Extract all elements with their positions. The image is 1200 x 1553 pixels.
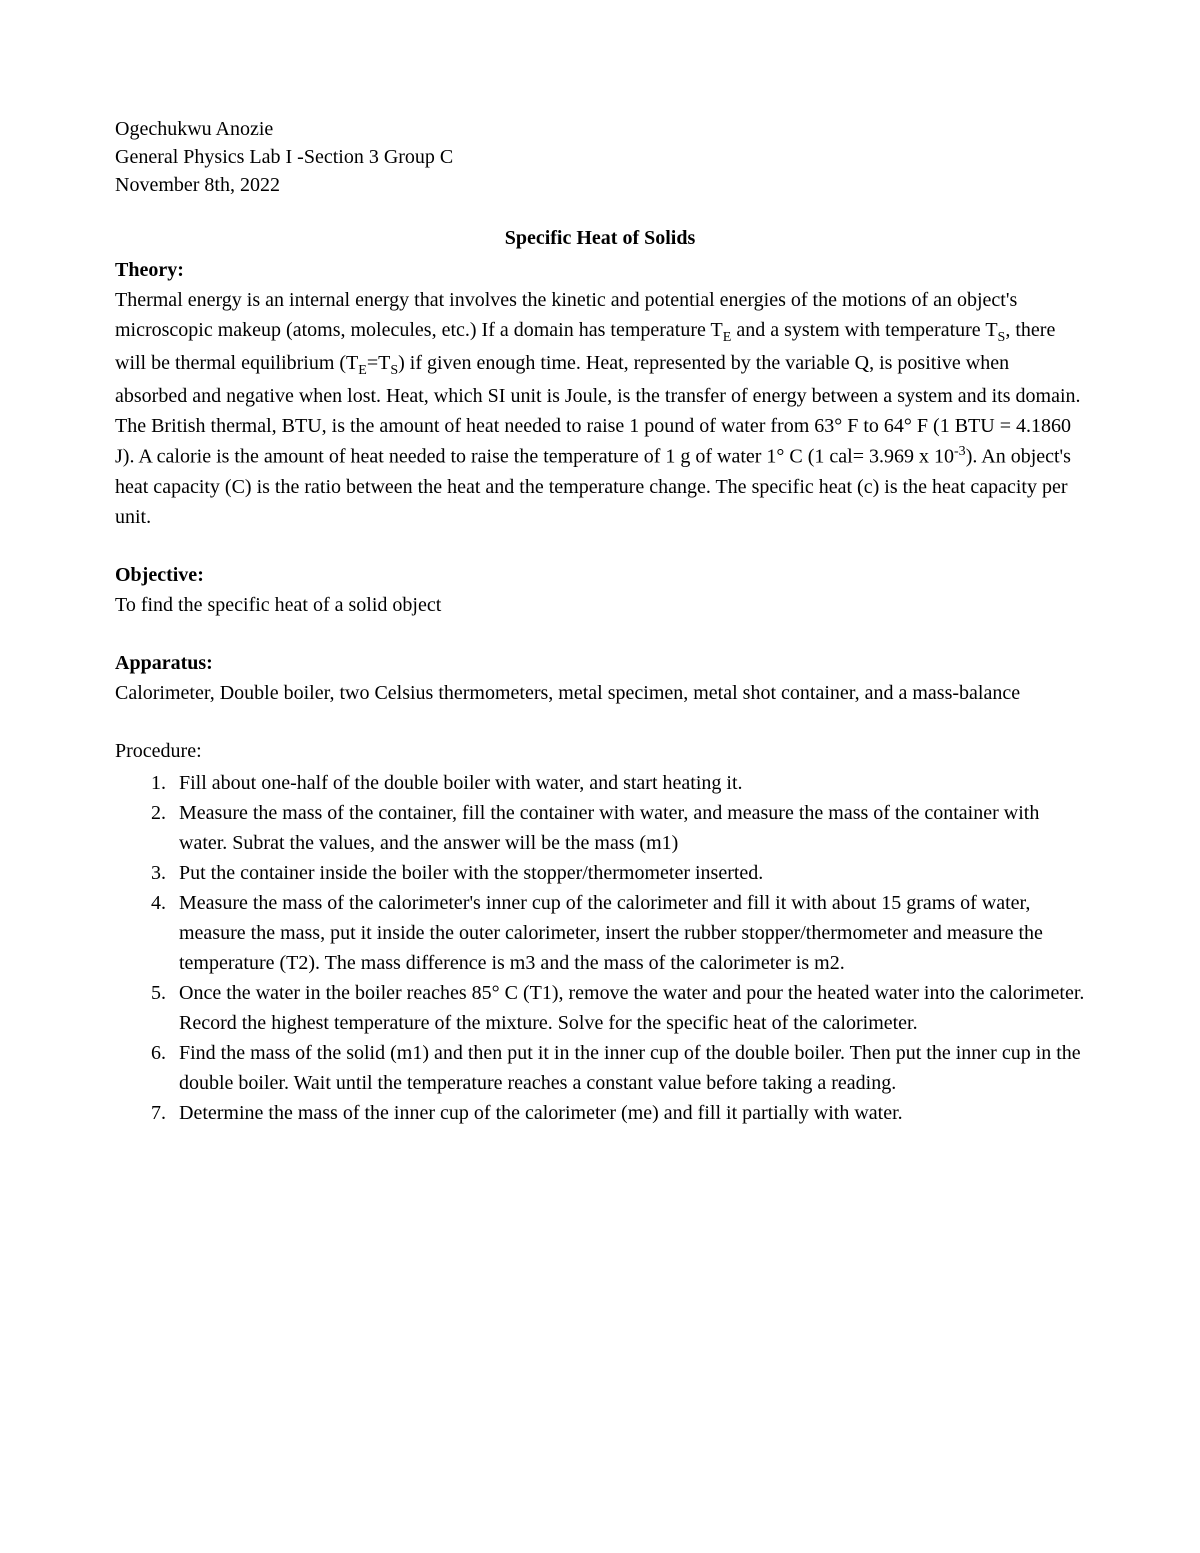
- theory-body: Thermal energy is an internal energy tha…: [115, 285, 1085, 532]
- document-date: November 8th, 2022: [115, 171, 1085, 199]
- procedure-step: Determine the mass of the inner cup of t…: [171, 1098, 1085, 1128]
- procedure-list: Fill about one-half of the double boiler…: [115, 768, 1085, 1128]
- procedure-step: Measure the mass of the container, fill …: [171, 798, 1085, 858]
- apparatus-body: Calorimeter, Double boiler, two Celsius …: [115, 678, 1085, 708]
- objective-body: To find the specific heat of a solid obj…: [115, 590, 1085, 620]
- apparatus-heading: Apparatus:: [115, 648, 1085, 678]
- document-header: Ogechukwu Anozie General Physics Lab I -…: [115, 115, 1085, 199]
- procedure-step: Measure the mass of the calorimeter's in…: [171, 888, 1085, 978]
- procedure-step: Put the container inside the boiler with…: [171, 858, 1085, 888]
- author-name: Ogechukwu Anozie: [115, 115, 1085, 143]
- procedure-step: Fill about one-half of the double boiler…: [171, 768, 1085, 798]
- course-info: General Physics Lab I -Section 3 Group C: [115, 143, 1085, 171]
- procedure-label: Procedure:: [115, 736, 1085, 766]
- procedure-step: Once the water in the boiler reaches 85°…: [171, 978, 1085, 1038]
- procedure-step: Find the mass of the solid (m1) and then…: [171, 1038, 1085, 1098]
- theory-heading: Theory:: [115, 255, 1085, 285]
- objective-heading: Objective:: [115, 560, 1085, 590]
- document-title: Specific Heat of Solids: [115, 223, 1085, 253]
